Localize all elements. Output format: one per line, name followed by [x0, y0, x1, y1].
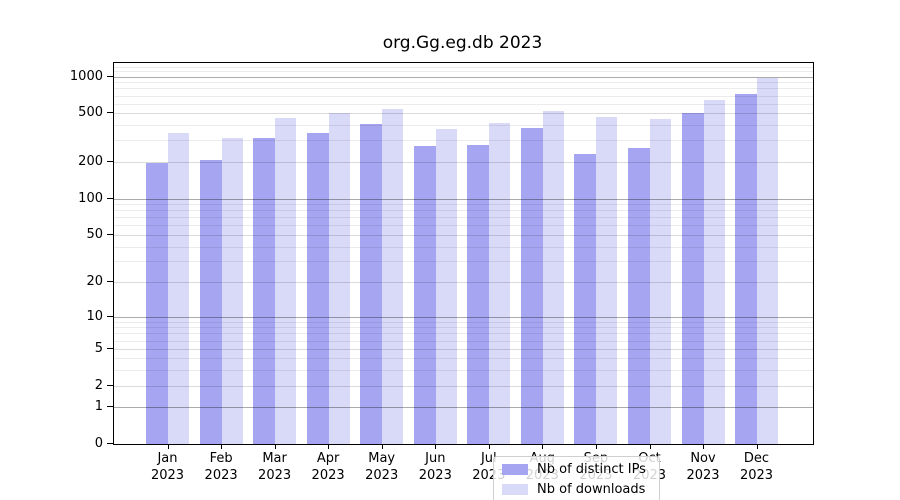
- x-tick-label-feb: Feb 2023: [191, 450, 251, 484]
- y-tick-mark-0: [107, 443, 113, 444]
- x-tick-month: Jun: [425, 451, 446, 466]
- x-tick-year: 2023: [739, 468, 774, 483]
- legend-item-distinct-ips: Nb of distinct IPs: [494, 461, 659, 478]
- x-tick-label-may: May 2023: [352, 450, 412, 484]
- y-tick-mark-500: [107, 112, 113, 114]
- y-tick-label-10: 10: [86, 308, 103, 324]
- x-tick-mark-feb: [221, 444, 223, 449]
- legend-label-downloads: Nb of downloads: [537, 482, 646, 497]
- y-tick-label-1000: 1000: [69, 68, 103, 84]
- bar-distinct-ips-nov: [681, 113, 704, 444]
- y-tick-label-100: 100: [78, 190, 103, 206]
- y-tick-mark-100: [107, 197, 113, 199]
- x-tick-mark-mar: [274, 444, 276, 449]
- y-tick-label-500: 500: [78, 105, 103, 121]
- x-tick-mark-jun: [435, 444, 437, 449]
- bar-downloads-apr: [328, 113, 350, 444]
- x-tick-mark-oct: [649, 444, 651, 449]
- legend-swatch-distinct-ips: [502, 464, 528, 475]
- x-tick-mark-dec: [756, 444, 758, 449]
- y-tick-label-2: 2: [94, 377, 103, 393]
- y-tick-mark-200: [107, 160, 113, 162]
- x-tick-mark-may: [381, 444, 383, 449]
- plot-area: Nb of distinct IPs Nb of downloads: [113, 62, 814, 500]
- bar-distinct-ips-sep: [574, 153, 597, 444]
- bar-downloads-feb: [221, 138, 243, 444]
- x-tick-label-jun: Jun 2023: [405, 450, 465, 484]
- bar-downloads-sep: [596, 117, 618, 444]
- legend-swatch-downloads: [502, 484, 528, 495]
- bar-distinct-ips-oct: [628, 147, 650, 444]
- y-tick-label-0: 0: [94, 436, 103, 451]
- x-tick-label-apr: Apr 2023: [298, 450, 358, 484]
- bar-downloads-mar: [275, 117, 297, 444]
- x-tick-label-jan: Jan 2023: [138, 450, 198, 484]
- bar-downloads-jan: [168, 133, 189, 444]
- bar-downloads-dec: [757, 78, 778, 444]
- x-tick-mark-apr: [328, 444, 330, 449]
- y-tick-mark-20: [107, 281, 113, 283]
- y-tick-mark-1000: [107, 75, 113, 77]
- x-tick-mark-jul: [488, 444, 490, 449]
- y-tick-label-1: 1: [94, 399, 103, 415]
- x-tick-label-nov: Nov 2023: [673, 450, 733, 484]
- x-tick-year: 2023: [258, 468, 292, 483]
- x-tick-month: Nov: [690, 451, 716, 466]
- chart-title: org.Gg.eg.db 2023: [382, 33, 543, 53]
- x-tick-month: Jul: [480, 451, 497, 466]
- legend-item-downloads: Nb of downloads: [494, 481, 659, 498]
- x-tick-mark-jan: [167, 444, 169, 449]
- x-tick-month: Apr: [316, 451, 340, 466]
- x-tick-year: 2023: [204, 468, 238, 483]
- bar-downloads-oct: [650, 118, 671, 444]
- y-tick-label-20: 20: [86, 274, 103, 290]
- y-tick-mark-1: [107, 406, 113, 408]
- x-tick-month: Feb: [209, 451, 233, 466]
- y-tick-mark-50: [107, 233, 113, 235]
- x-tick-month: May: [368, 451, 396, 466]
- x-tick-mark-nov: [703, 444, 704, 449]
- legend-label-distinct-ips: Nb of distinct IPs: [537, 462, 646, 477]
- x-tick-month: Mar: [262, 451, 287, 466]
- y-tick-label-5: 5: [94, 340, 103, 356]
- x-tick-year: 2023: [311, 468, 345, 483]
- bar-distinct-ips-feb: [199, 159, 222, 444]
- bar-downloads-jul: [489, 122, 511, 444]
- x-tick-year: 2023: [365, 468, 399, 483]
- bars-layer: [114, 63, 813, 444]
- x-tick-month: Jan: [157, 451, 178, 466]
- bar-distinct-ips-mar: [253, 138, 276, 444]
- bar-distinct-ips-apr: [306, 133, 329, 444]
- y-tick-mark-10: [107, 315, 113, 317]
- x-tick-year: 2023: [418, 468, 452, 483]
- x-tick-month: Dec: [743, 451, 770, 466]
- x-tick-year: 2023: [150, 468, 185, 483]
- x-tick-label-mar: Mar 2023: [245, 450, 305, 484]
- bar-downloads-nov: [703, 99, 725, 444]
- x-tick-label-dec: Dec 2023: [727, 450, 787, 484]
- bar-downloads-may: [382, 109, 404, 444]
- bar-downloads-aug: [542, 110, 564, 444]
- bar-distinct-ips-dec: [735, 93, 757, 444]
- x-tick-mark-aug: [542, 444, 544, 449]
- y-tick-mark-2: [107, 384, 113, 386]
- bar-distinct-ips-jan: [146, 162, 168, 444]
- x-tick-year: 2023: [686, 468, 720, 483]
- y-tick-label-50: 50: [86, 226, 103, 242]
- y-tick-mark-5: [107, 347, 113, 349]
- legend: Nb of distinct IPs Nb of downloads: [493, 456, 660, 500]
- bar-distinct-ips-aug: [520, 127, 543, 444]
- bar-distinct-ips-jun: [413, 146, 436, 444]
- bar-distinct-ips-may: [360, 124, 383, 444]
- x-tick-mark-sep: [595, 444, 597, 449]
- bar-distinct-ips-jul: [467, 144, 490, 444]
- y-tick-label-200: 200: [78, 153, 103, 169]
- bar-downloads-jun: [435, 128, 457, 444]
